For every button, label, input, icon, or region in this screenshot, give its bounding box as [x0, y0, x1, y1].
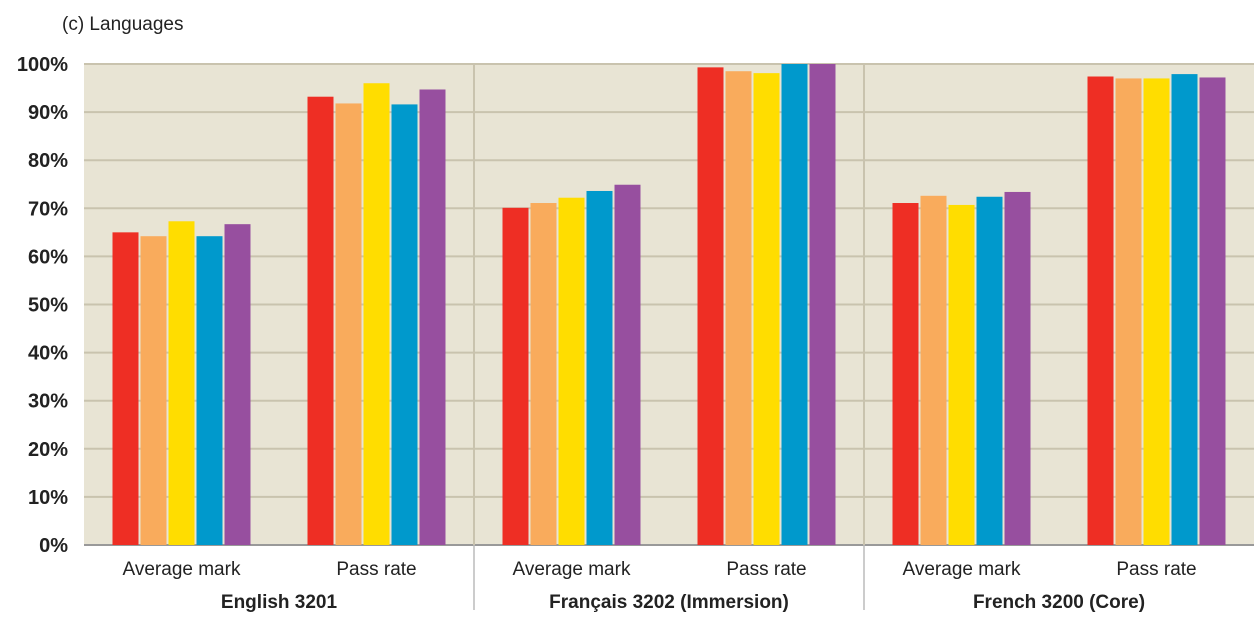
bar — [753, 73, 780, 545]
y-tick-label: 40% — [28, 343, 68, 365]
y-tick-label: 0% — [39, 535, 68, 557]
labels-layer: 0% 10% 20% 30% 40% 50% 60% 70% 80% 90% 100% Average… — [17, 54, 1197, 613]
bar — [614, 184, 641, 545]
group-label: French 3200 (Core) — [973, 592, 1145, 613]
y-tick-label: 60% — [28, 246, 68, 268]
bar — [363, 83, 390, 546]
bar — [391, 104, 418, 546]
bar — [1115, 78, 1142, 546]
category-label: Pass rate — [726, 559, 806, 580]
bar — [140, 236, 167, 545]
category-label: Average mark — [903, 559, 1021, 580]
y-tick-label: 20% — [28, 439, 68, 461]
bar — [224, 224, 251, 545]
plot-area — [84, 63, 1254, 610]
group-label: English 3201 — [221, 592, 338, 613]
bar — [725, 71, 752, 545]
y-tick-label: 100% — [17, 54, 68, 76]
category-label: Pass rate — [1116, 559, 1196, 580]
bar — [1004, 191, 1031, 546]
y-tick-label: 90% — [28, 102, 68, 124]
y-tick-label: 10% — [28, 487, 68, 509]
bar — [196, 236, 223, 545]
bar — [1199, 77, 1226, 545]
bar — [892, 203, 919, 545]
category-label: Pass rate — [336, 559, 416, 580]
bar — [697, 67, 724, 545]
bar — [781, 64, 808, 545]
category-label: Average mark — [123, 559, 241, 580]
bar — [948, 204, 975, 546]
chart-subtitle: (c) Languages — [62, 14, 183, 35]
bars-layer — [112, 64, 1226, 546]
bar — [920, 195, 947, 545]
bar — [558, 197, 585, 545]
y-tick-label: 80% — [28, 150, 68, 172]
bar — [1143, 78, 1170, 546]
bar — [502, 207, 529, 545]
bar — [168, 221, 195, 546]
y-tick-label: 70% — [28, 198, 68, 220]
bar — [1087, 76, 1114, 546]
y-tick-label: 50% — [28, 295, 68, 317]
y-tick-label: 30% — [28, 391, 68, 413]
bar — [112, 232, 139, 545]
bar — [530, 203, 557, 545]
bar — [976, 196, 1003, 546]
group-label: Français 3202 (Immersion) — [549, 592, 789, 613]
bar — [586, 190, 613, 545]
bar — [809, 64, 836, 545]
bar — [307, 96, 334, 545]
bar — [1171, 74, 1198, 545]
bar — [335, 103, 362, 545]
category-label: Average mark — [513, 559, 631, 580]
bar — [419, 89, 446, 546]
